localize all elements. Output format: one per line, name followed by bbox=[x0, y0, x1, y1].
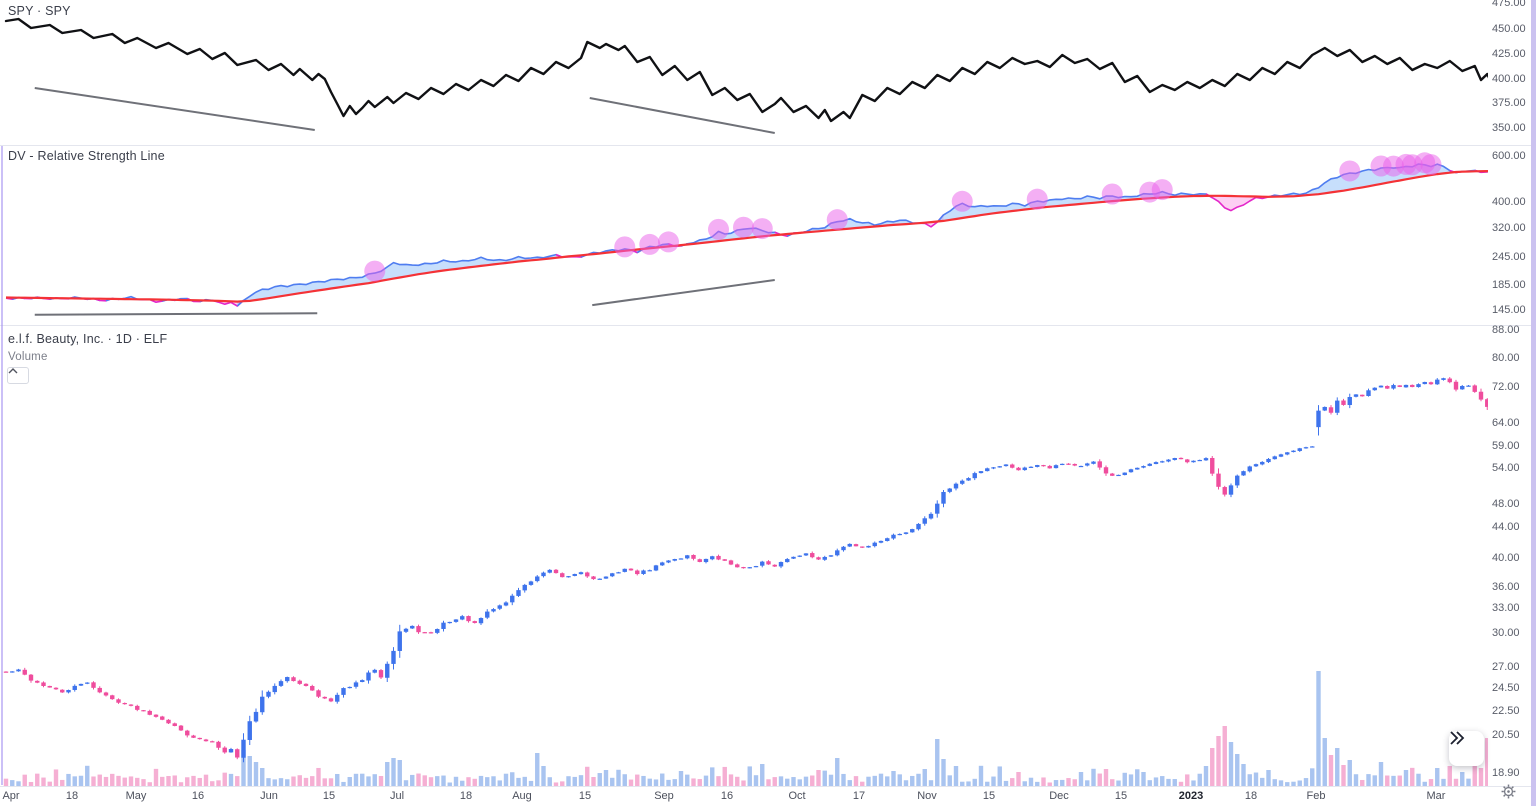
volume-series bbox=[3, 671, 1488, 786]
price-label-p3: 72.00 bbox=[1492, 381, 1520, 393]
price-label-p3: 80.00 bbox=[1492, 352, 1520, 364]
rs-fill-above bbox=[937, 191, 1213, 223]
price-label-p1: 375.00 bbox=[1492, 97, 1526, 109]
signal-dot bbox=[951, 190, 973, 212]
signal-dot bbox=[364, 260, 386, 282]
price-label-p3: 20.50 bbox=[1492, 729, 1520, 741]
spy-symbol-label: SPY · SPY bbox=[8, 4, 71, 18]
trendline-drawing[interactable] bbox=[34, 87, 315, 131]
signal-dot bbox=[639, 233, 661, 255]
price-label-p2: 320.00 bbox=[1492, 222, 1526, 234]
price-label-p2: 185.00 bbox=[1492, 279, 1526, 291]
rs-line bbox=[799, 217, 925, 234]
trendline-drawing[interactable] bbox=[589, 97, 775, 134]
price-label-p3: 40.00 bbox=[1492, 552, 1520, 564]
time-axis[interactable]: Apr 18 May 16 Jun 15 Jul 18 Aug 15 Sep 16 Oct 17 Nov 15… bbox=[0, 786, 1536, 806]
time-label: 15 bbox=[322, 790, 336, 802]
volume-indicator-label: Volume bbox=[8, 351, 48, 363]
signal-dot bbox=[733, 216, 754, 238]
gear-icon bbox=[1501, 784, 1516, 799]
price-axis[interactable]: 475.00 450.00 425.00 400.00 375.00 350.00 600.… bbox=[1488, 0, 1531, 786]
time-label: Apr bbox=[2, 790, 20, 802]
pane-separator-1[interactable] bbox=[0, 145, 1536, 146]
time-label: Sep bbox=[654, 790, 674, 802]
signal-dot bbox=[614, 236, 636, 258]
price-label-p1: 450.00 bbox=[1492, 23, 1526, 35]
price-label-p2: 145.00 bbox=[1492, 304, 1526, 316]
rs-fill-below bbox=[1206, 194, 1275, 211]
pane-collapse-button[interactable] bbox=[7, 367, 29, 384]
candle-series bbox=[3, 377, 1488, 763]
price-label-p3: 44.00 bbox=[1492, 521, 1520, 533]
time-label: 15 bbox=[1114, 790, 1128, 802]
rs-line bbox=[236, 253, 563, 307]
time-label: 16 bbox=[720, 790, 734, 802]
time-label: Feb bbox=[1306, 790, 1326, 802]
price-label-p2: 400.00 bbox=[1492, 196, 1526, 208]
time-label: Dec bbox=[1049, 790, 1069, 802]
time-label: 16 bbox=[191, 790, 205, 802]
time-label: 15 bbox=[578, 790, 592, 802]
signal-dot bbox=[658, 231, 679, 253]
price-label-p3: 59.00 bbox=[1492, 440, 1520, 452]
time-label: Jul bbox=[389, 790, 405, 802]
price-label-p1: 425.00 bbox=[1492, 48, 1526, 60]
price-label-p3: 36.00 bbox=[1492, 581, 1520, 593]
time-label: 17 bbox=[852, 790, 866, 802]
dv-pane bbox=[5, 152, 1488, 316]
time-label: 18 bbox=[1244, 790, 1258, 802]
right-scrollbar[interactable] bbox=[1531, 0, 1536, 806]
price-label-p1: 475.00 bbox=[1492, 0, 1526, 9]
signal-dot bbox=[1339, 160, 1361, 182]
signal-dot bbox=[1101, 183, 1123, 205]
spy-pane bbox=[4, 17, 1488, 134]
dv-indicator-label: DV - Relative Strength Line bbox=[8, 149, 165, 163]
price-label-p1: 400.00 bbox=[1492, 73, 1526, 85]
price-label-p3: 24.50 bbox=[1492, 682, 1520, 694]
double-chevron-right-icon bbox=[1450, 731, 1465, 745]
signal-dot bbox=[1151, 179, 1173, 201]
price-label-p3: 48.00 bbox=[1492, 498, 1520, 510]
price-label-p2: 245.00 bbox=[1492, 251, 1526, 263]
time-label: Oct bbox=[788, 790, 806, 802]
price-label-p3: 30.00 bbox=[1492, 627, 1520, 639]
time-label: 15 bbox=[982, 790, 996, 802]
signal-dot bbox=[1026, 188, 1048, 210]
signal-dot bbox=[826, 209, 848, 231]
time-label: Jun bbox=[260, 790, 278, 802]
time-label: 18 bbox=[459, 790, 473, 802]
price-label-p3: 18.90 bbox=[1492, 767, 1520, 779]
time-label: May bbox=[125, 790, 147, 802]
axis-settings-button[interactable] bbox=[1501, 784, 1521, 804]
price-label-p2: 600.00 bbox=[1492, 150, 1526, 162]
chevron-up-icon bbox=[8, 368, 18, 374]
elf-pane bbox=[3, 377, 1488, 786]
price-label-p3: 54.00 bbox=[1492, 462, 1520, 474]
price-label-p3: 88.00 bbox=[1492, 324, 1520, 336]
time-label: Mar bbox=[1426, 790, 1446, 802]
time-label: 2023 bbox=[1178, 790, 1204, 802]
scroll-to-realtime-button[interactable] bbox=[1449, 731, 1484, 766]
signal-dot bbox=[1420, 154, 1442, 176]
time-label: Aug bbox=[512, 790, 532, 802]
time-label: 18 bbox=[65, 790, 79, 802]
trendline-drawing[interactable] bbox=[592, 279, 775, 307]
price-label-p3: 27.00 bbox=[1492, 661, 1520, 673]
price-label-p3: 64.00 bbox=[1492, 417, 1520, 429]
signal-dot bbox=[708, 218, 729, 240]
elf-symbol-label: e.l.f. Beauty, Inc. · 1D · ELF bbox=[8, 332, 168, 346]
rs-line bbox=[1205, 193, 1276, 212]
pane-separator-2[interactable] bbox=[0, 325, 1536, 326]
vertical-line-drawing[interactable] bbox=[1, 146, 3, 785]
price-label-p1: 350.00 bbox=[1492, 122, 1526, 134]
spy-price-line bbox=[4, 17, 1488, 123]
ma-line bbox=[5, 169, 1488, 303]
signal-dot bbox=[751, 218, 773, 240]
price-label-p3: 22.50 bbox=[1492, 705, 1520, 717]
time-label: Nov bbox=[917, 790, 937, 802]
price-label-p3: 33.00 bbox=[1492, 602, 1520, 614]
trendline-drawing[interactable] bbox=[34, 312, 318, 316]
